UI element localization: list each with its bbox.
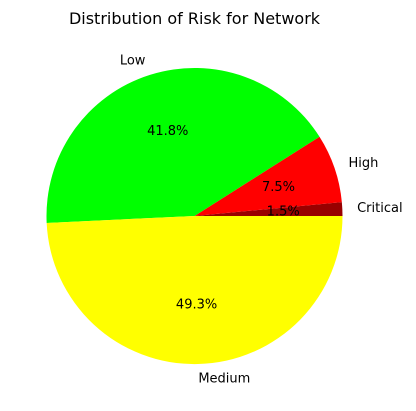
pie-slices (46, 67, 343, 365)
pie-labels: Critical 1.5% High 7.5% Low 41.8% Medium 49.3% (120, 53, 403, 386)
pie-slice-critical (194, 202, 343, 216)
slice-percent-high: 7.5% (262, 180, 295, 195)
pie-slice-high (194, 136, 342, 216)
slice-label-critical: Critical (357, 201, 402, 216)
slice-percent-critical: 1.5% (267, 204, 300, 219)
slice-label-medium: Medium (198, 371, 250, 386)
slice-label-low: Low (120, 53, 146, 68)
slice-percent-low: 41.8% (147, 124, 188, 139)
slice-percent-medium: 49.3% (176, 297, 217, 312)
pie-slice-medium (46, 216, 343, 365)
chart-title: Distribution of Risk for Network (69, 9, 321, 28)
pie-slice-low (46, 67, 320, 223)
slice-label-high: High (349, 156, 379, 171)
